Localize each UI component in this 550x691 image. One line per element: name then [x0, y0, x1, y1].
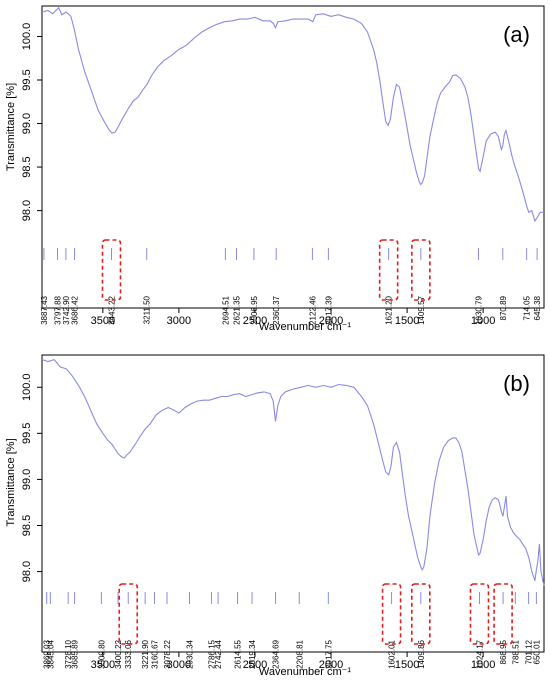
peak-label: 3845.04 [46, 639, 55, 668]
peak-label: 701.12 [525, 639, 534, 664]
peak-label: 2208.81 [295, 639, 304, 668]
peak-label: 650.01 [532, 639, 541, 664]
peak-highlight-box [411, 239, 431, 301]
peak-label: 714.05 [523, 295, 532, 320]
peak-label: 1024.17 [475, 639, 484, 668]
x-tick-label: 1000 [471, 315, 495, 327]
peak-label: 868.95 [499, 639, 508, 664]
peak-label: 870.89 [499, 295, 508, 320]
peak-label: 3509.80 [97, 639, 106, 668]
y-tick-label: 99.0 [21, 113, 33, 134]
x-tick-label: 1500 [395, 659, 419, 671]
peak-label: 2694.51 [221, 295, 230, 324]
peak-label: 3728.10 [64, 639, 73, 668]
x-tick-label: 3500 [91, 315, 115, 327]
x-axis-title: Wavenumber cm⁻¹ [259, 666, 352, 678]
peak-label: 1621.20 [385, 295, 394, 324]
peak-label: 3686.42 [70, 295, 79, 324]
peak-highlight-box [378, 239, 399, 301]
panel-label: (b) [503, 371, 530, 396]
peak-label: 1602.01 [388, 639, 397, 668]
peak-label: 2742.44 [214, 639, 223, 668]
peak-label: 2614.55 [234, 639, 243, 668]
peak-highlight-box [411, 583, 431, 645]
y-tick-label: 99.0 [21, 469, 33, 490]
peak-label: 2360.37 [272, 295, 281, 324]
peak-label: 1409.86 [417, 639, 426, 668]
peak-label: 2017.39 [324, 295, 333, 324]
peak-label: 3221.90 [141, 639, 150, 668]
peak-label: 2122.46 [308, 295, 317, 324]
spectrum-line [41, 358, 545, 586]
x-tick-label: 2500 [243, 659, 267, 671]
peak-label: 3160.67 [150, 639, 159, 668]
peak-label: 2621.35 [233, 295, 242, 324]
y-tick-label: 99.5 [21, 423, 33, 444]
peak-label: 3742.90 [62, 295, 71, 324]
peak-label: 3443.22 [107, 295, 116, 324]
peak-label: 2364.69 [272, 639, 281, 668]
peak-highlight-box [469, 583, 490, 645]
y-tick-label: 98.5 [21, 515, 33, 536]
x-tick-label: 2000 [319, 659, 343, 671]
peak-label: 2786.15 [207, 639, 216, 668]
peak-label: 3211.50 [143, 295, 152, 324]
peak-label: 1409.57 [417, 295, 426, 324]
y-tick-label: 98.0 [21, 200, 33, 221]
peak-highlight-box [381, 583, 402, 645]
peak-label: 2930.34 [186, 639, 195, 668]
peak-label: 1030.79 [474, 295, 483, 324]
panel-label: (a) [503, 22, 530, 47]
y-tick-label: 98.0 [21, 561, 33, 582]
peak-label: 2506.95 [250, 295, 259, 324]
peak-label: 788.51 [511, 639, 520, 664]
y-tick-label: 98.5 [21, 156, 33, 177]
y-tick-label: 100.0 [21, 373, 33, 401]
x-tick-label: 2500 [243, 315, 267, 327]
peak-label: 3078.22 [163, 639, 172, 668]
peak-label: 3685.89 [71, 639, 80, 668]
y-tick-label: 99.5 [21, 69, 33, 90]
peak-label: 3400.22 [114, 639, 123, 668]
peak-label: 3333.06 [124, 639, 133, 668]
plot-frame [41, 354, 545, 653]
peak-highlight-box [493, 583, 513, 645]
y-tick-label: 100.0 [21, 23, 33, 51]
panel-b: 98.0 98.5 99.0 99.5 100.0 3500 3000 2500 2000 150… [5, 354, 545, 678]
peak-label: 3797.88 [54, 295, 63, 324]
x-tick-label: 3500 [91, 659, 115, 671]
y-axis-title: Transmittance [%] [5, 83, 17, 171]
peak-label: 2519.34 [248, 639, 257, 668]
peak-label: 3869.03 [43, 639, 52, 668]
peak-label: 3887.43 [40, 295, 49, 324]
x-tick-label: 1500 [395, 315, 419, 327]
x-tick-label: 1000 [471, 659, 495, 671]
x-tick-label: 3000 [167, 315, 191, 327]
peak-label: 2017.75 [324, 639, 333, 668]
peak-highlight-box [101, 239, 122, 301]
x-axis-title: Wavenumber cm⁻¹ [259, 321, 352, 333]
y-axis-title: Transmittance [%] [5, 438, 17, 526]
plot-frame [41, 5, 545, 309]
peak-highlight-box [118, 583, 139, 645]
spectrum-line [41, 6, 544, 223]
panel-a: 98.0 98.5 99.0 99.5 100.0 3500 3000 2500 2000 150… [5, 5, 545, 333]
peak-label: 645.38 [533, 295, 542, 320]
x-tick-label: 2000 [319, 315, 343, 327]
x-tick-label: 3000 [167, 659, 191, 671]
